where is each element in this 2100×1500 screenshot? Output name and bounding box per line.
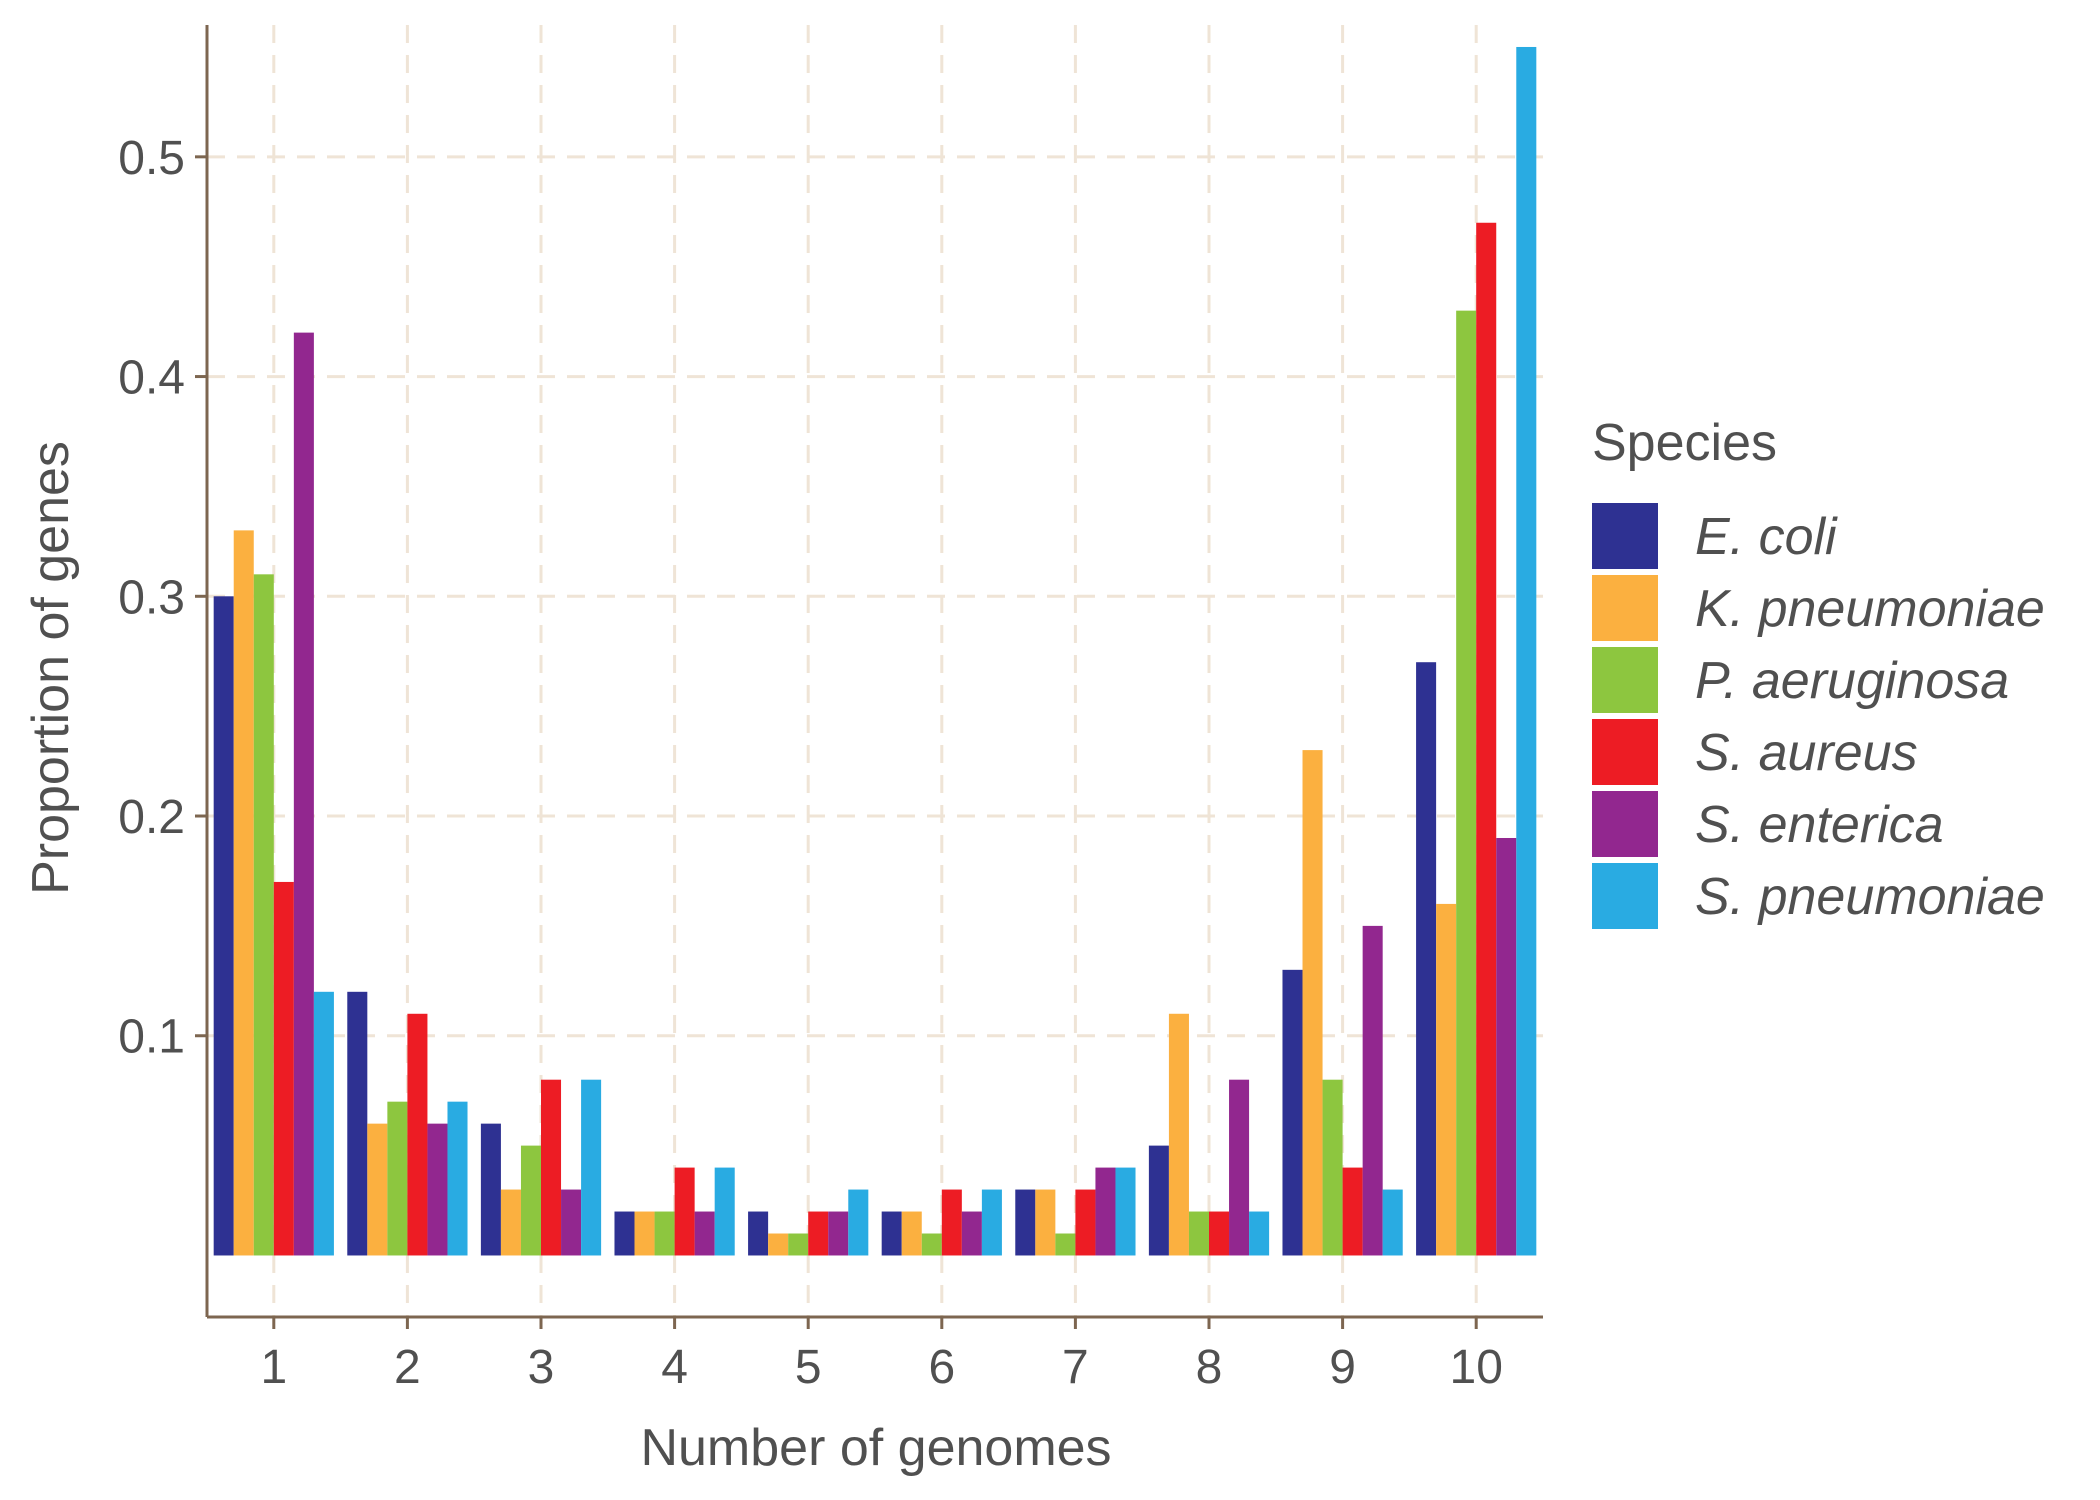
bar	[1015, 1189, 1036, 1256]
x-tick-label: 2	[394, 1341, 421, 1394]
bar	[213, 596, 234, 1256]
x-tick-label: 1	[260, 1341, 287, 1394]
bar	[634, 1211, 655, 1256]
bar	[500, 1189, 521, 1256]
bar	[581, 1079, 602, 1256]
bar	[1282, 969, 1303, 1256]
bar	[714, 1167, 735, 1256]
bar	[1416, 662, 1437, 1256]
legend-key	[1592, 719, 1658, 785]
x-tick-label: 10	[1450, 1341, 1503, 1394]
bar	[1302, 750, 1323, 1256]
legend-label: P. aeruginosa	[1695, 652, 2009, 710]
x-tick-label: 7	[1062, 1341, 1089, 1394]
y-tick-label: 0.4	[118, 352, 185, 405]
legend-title: Species	[1592, 414, 1777, 472]
axes: 0.1 0.2 0.3 0.4 0.5 1 2 3 4 5 6 7 8 9 10	[118, 25, 1543, 1394]
bar	[367, 1123, 388, 1256]
bar	[1209, 1211, 1230, 1256]
bar	[480, 1123, 501, 1256]
y-tick-label: 0.2	[118, 791, 185, 844]
bar	[921, 1233, 942, 1256]
bar	[1055, 1233, 1076, 1256]
bar	[654, 1211, 675, 1256]
legend-label: S. enterica	[1695, 796, 1944, 854]
bar	[1362, 925, 1383, 1256]
bar	[961, 1211, 982, 1256]
bar	[1075, 1189, 1096, 1256]
bar	[1382, 1189, 1403, 1256]
legend-label: K. pneumoniae	[1695, 580, 2045, 638]
legend-label: S. aureus	[1695, 724, 1918, 782]
legend-key	[1592, 503, 1658, 569]
bar	[674, 1167, 695, 1256]
y-tick-label: 0.3	[118, 571, 185, 624]
bar	[1095, 1167, 1116, 1256]
bar	[1516, 46, 1537, 1256]
x-axis-title: Number of genomes	[640, 1419, 1111, 1477]
bar	[233, 530, 254, 1256]
bar	[387, 1101, 408, 1256]
legend-key	[1592, 791, 1658, 857]
bar	[1342, 1167, 1363, 1256]
x-tick-label: 5	[795, 1341, 822, 1394]
x-tick-label: 4	[661, 1341, 688, 1394]
bar	[1229, 1079, 1250, 1256]
bar	[901, 1211, 922, 1256]
bar	[808, 1211, 829, 1256]
bar	[941, 1189, 962, 1256]
bar	[253, 574, 274, 1256]
bar	[273, 881, 294, 1256]
bar	[1476, 222, 1497, 1256]
bar	[1188, 1211, 1209, 1256]
bar	[1322, 1079, 1343, 1256]
bar	[748, 1211, 769, 1256]
bar	[1168, 1013, 1189, 1256]
bar	[1436, 903, 1457, 1256]
x-tick-label: 8	[1196, 1341, 1223, 1394]
legend-key	[1592, 575, 1658, 641]
bar	[561, 1189, 582, 1256]
y-tick-label: 0.5	[118, 132, 185, 185]
x-tick-label: 9	[1329, 1341, 1356, 1394]
y-axis-title: Proportion of genes	[22, 441, 80, 895]
legend-label: S. pneumoniae	[1695, 868, 2045, 926]
bar	[1456, 310, 1477, 1256]
bar	[768, 1233, 789, 1256]
bar	[1115, 1167, 1136, 1256]
bar	[293, 332, 314, 1256]
bar	[1148, 1145, 1169, 1256]
legend: Species E. coli K. pneumoniae P. aeruginos…	[1592, 414, 2045, 929]
bar	[447, 1101, 468, 1256]
bar	[313, 991, 334, 1256]
legend-key	[1592, 863, 1658, 929]
bar	[848, 1189, 869, 1256]
x-tick-label: 3	[528, 1341, 555, 1394]
bar	[828, 1211, 849, 1256]
y-tick-label: 0.1	[118, 1011, 185, 1064]
bar	[541, 1079, 562, 1256]
bars	[213, 46, 1537, 1256]
bar	[347, 991, 368, 1256]
bar	[881, 1211, 902, 1256]
legend-label: E. coli	[1695, 508, 1838, 566]
bar	[427, 1123, 448, 1256]
bar	[520, 1145, 541, 1256]
bar	[981, 1189, 1002, 1256]
bar	[1249, 1211, 1270, 1256]
bar	[1035, 1189, 1056, 1256]
bar	[407, 1013, 428, 1256]
bar	[694, 1211, 715, 1256]
x-tick-label: 6	[928, 1341, 955, 1394]
legend-key	[1592, 647, 1658, 713]
bar	[614, 1211, 635, 1256]
bar	[1496, 837, 1517, 1256]
bar	[788, 1233, 809, 1256]
